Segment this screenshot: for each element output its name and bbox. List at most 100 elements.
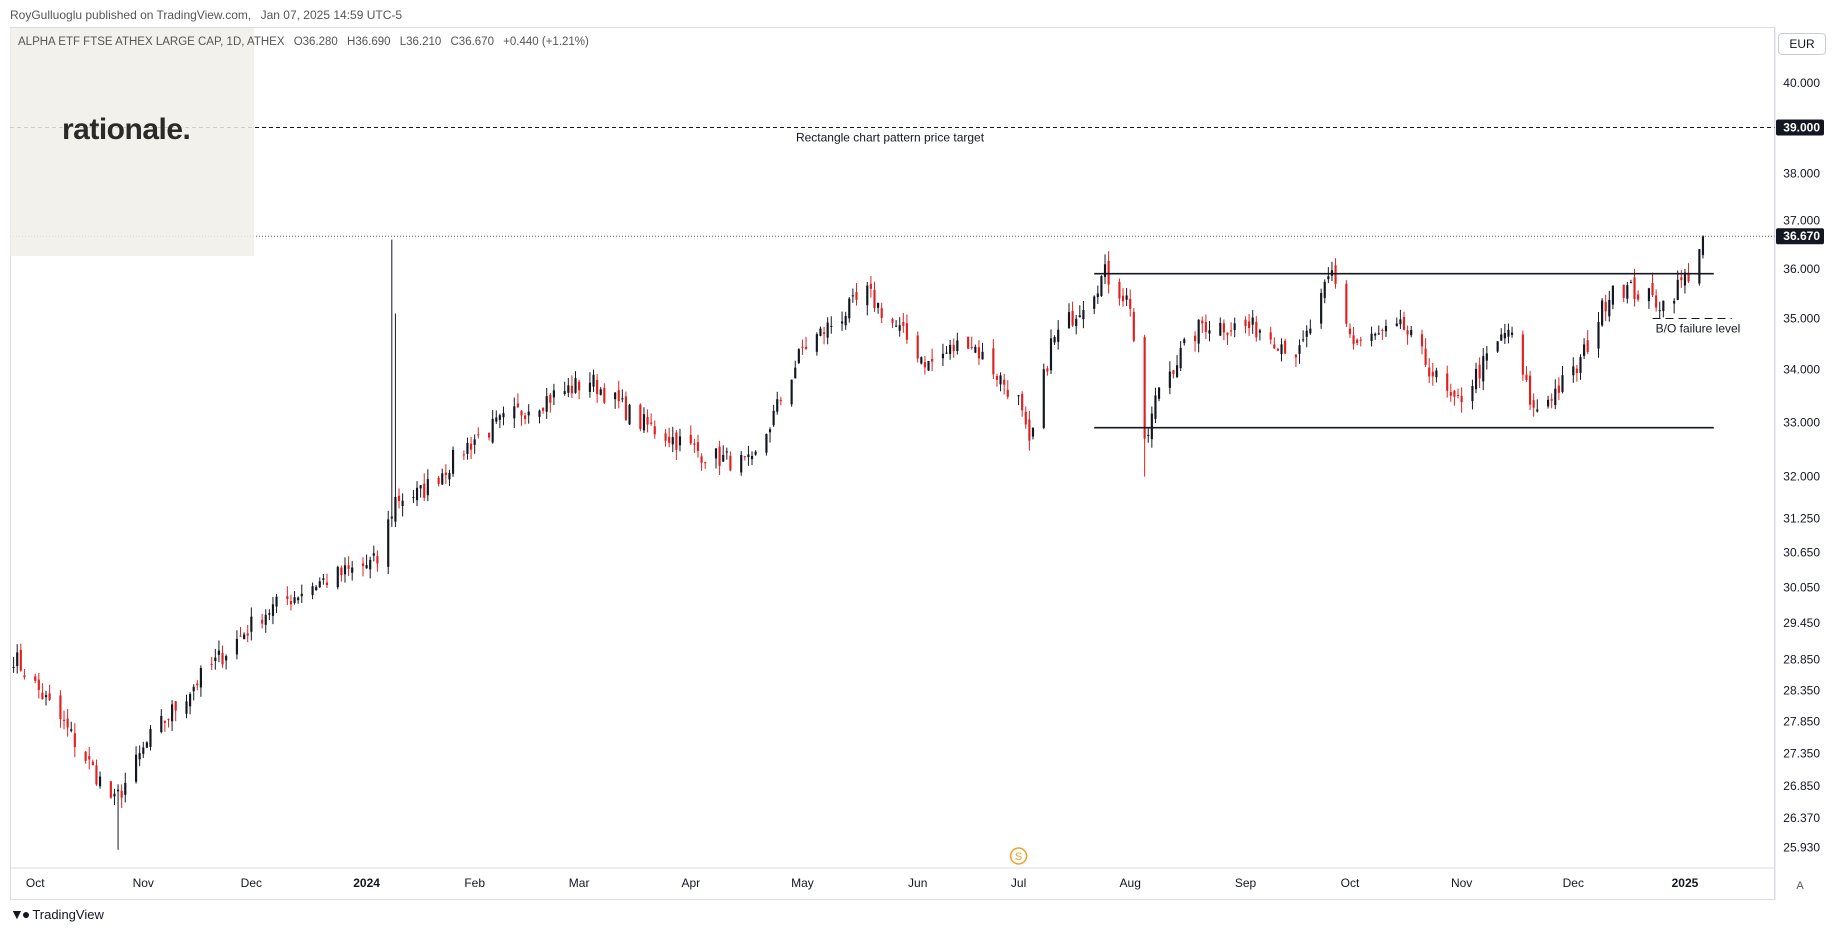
candle-body [1248,321,1251,329]
time-tick-label: Jun [908,876,927,890]
candle-body [1474,368,1478,390]
candle-body [59,695,62,720]
candle-body [974,346,977,353]
candle-body [804,346,808,350]
candle-body [466,442,469,454]
candle-body [437,477,440,484]
low-value: L36.210 [399,36,442,48]
candle-body [588,382,592,393]
candle-body [387,519,390,567]
candle-body [995,376,999,380]
candle-body [945,352,948,354]
candle-body [776,399,779,412]
candle-body [729,455,732,471]
tradingview-logo-icon: ▼● [10,906,30,922]
candle-body [1096,293,1099,298]
candle-body [1320,292,1323,324]
candle-body [376,556,379,564]
candle-body [1456,394,1460,396]
candle-body [351,567,354,573]
candle-body [779,399,782,402]
time-tick-label: Jul [1011,876,1026,890]
candle-body [199,668,202,688]
candle-body [462,454,465,456]
candle-body [196,683,199,686]
candle-body [1309,328,1312,334]
candle-body [1024,411,1027,425]
candle-body [441,473,444,485]
candle-body [1219,322,1222,336]
candle-body [1647,288,1651,302]
time-tick-label: Sep [1235,876,1257,890]
candle-body [844,315,847,326]
candle-body [322,578,325,580]
candle-body [1222,323,1225,333]
price-badge [1776,228,1824,245]
footer-brand[interactable]: ▼● TradingView [10,906,104,922]
candle-body [653,426,656,435]
candle-body [1147,434,1150,436]
candle-body [1078,315,1081,318]
candle-body [1384,325,1388,332]
candle-body [1183,339,1186,344]
candle-body [743,456,746,458]
candle-body [801,346,804,348]
candle-body [1348,328,1352,335]
candle-body [970,347,973,349]
candle-body [369,559,372,570]
candle-body [419,485,422,489]
candle-body [1604,302,1607,312]
candle-body [91,761,94,766]
candle-body [1298,345,1301,354]
candle-body [1075,318,1078,327]
time-tick-label: Dec [241,876,262,890]
candle-body [412,497,415,499]
price-tick-label: 26.370 [1783,811,1820,825]
publish-timestamp: Jan 07, 2025 14:59 UTC-5 [260,8,403,22]
candle-body [552,390,555,398]
candle-body [1683,272,1687,286]
candle-body [1536,409,1539,412]
time-tick-label: 2024 [353,876,380,890]
candle-body [1673,300,1676,304]
candle-body [1428,367,1431,377]
time-tick-label: Feb [464,876,485,890]
candle-body [621,398,624,400]
candle-body [325,582,329,586]
candle-body [664,433,667,441]
candle-body [19,649,22,671]
candle-body [1410,330,1413,336]
time-tick-label: Nov [1451,876,1472,890]
symbol-title[interactable]: ALPHA ETF FTSE ATHEX LARGE CAP, 1D, ATHE… [18,36,285,48]
candle-body [866,285,869,306]
candle-body [1406,330,1409,335]
candle-body [1583,344,1586,356]
candle-body [1208,330,1211,334]
candle-body [1554,388,1557,406]
candle-body [34,676,37,681]
candle-body [1701,236,1705,256]
auto-scale-button[interactable]: A [1796,880,1804,892]
candle-body [570,385,573,394]
candle-body [1658,310,1661,312]
price-tick-label: 27.850 [1783,715,1820,729]
candle-body [1651,283,1654,295]
candle-body [1496,341,1499,352]
candle-body [1269,332,1272,340]
drawing-label: Rectangle chart pattern price target [796,131,985,145]
candle-body [477,434,480,436]
candle-body [1662,300,1665,312]
candle-body [487,432,491,438]
open-value: O36.280 [293,36,338,48]
candle-body [120,790,123,798]
price-tick-label: 29.450 [1783,616,1820,630]
candle-body [1067,312,1071,329]
currency-button[interactable]: EUR [1778,33,1826,55]
candle-body [747,454,750,458]
candle-body [524,415,527,419]
candle-body [1046,368,1049,372]
candle-body [1698,249,1701,284]
price-badge-label: 36.670 [1783,229,1820,243]
candle-body [145,742,148,748]
